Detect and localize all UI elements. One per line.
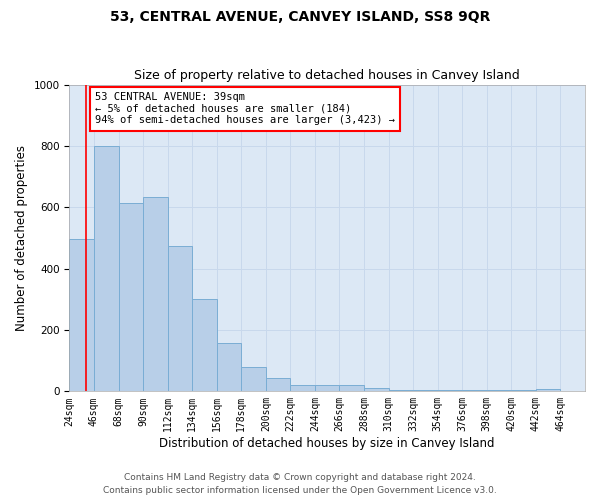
Bar [389, 390, 413, 392]
Bar [217, 343, 241, 392]
Bar [340, 385, 364, 392]
Bar [536, 389, 560, 392]
Bar [413, 390, 437, 392]
Text: 53, CENTRAL AVENUE, CANVEY ISLAND, SS8 9QR: 53, CENTRAL AVENUE, CANVEY ISLAND, SS8 9… [110, 10, 490, 24]
Bar [119, 202, 143, 392]
Bar [290, 384, 315, 392]
Bar [487, 390, 511, 392]
Bar [437, 390, 462, 392]
Bar [462, 390, 487, 392]
Text: Contains HM Land Registry data © Crown copyright and database right 2024.
Contai: Contains HM Land Registry data © Crown c… [103, 474, 497, 495]
Bar [167, 246, 192, 392]
Bar [192, 298, 217, 392]
Bar [315, 385, 340, 392]
Bar [70, 240, 94, 392]
Bar [266, 378, 290, 392]
Bar [94, 146, 119, 392]
Bar [364, 388, 389, 392]
Bar [511, 390, 536, 392]
X-axis label: Distribution of detached houses by size in Canvey Island: Distribution of detached houses by size … [160, 437, 495, 450]
Bar [143, 196, 167, 392]
Title: Size of property relative to detached houses in Canvey Island: Size of property relative to detached ho… [134, 69, 520, 82]
Text: 53 CENTRAL AVENUE: 39sqm
← 5% of detached houses are smaller (184)
94% of semi-d: 53 CENTRAL AVENUE: 39sqm ← 5% of detache… [95, 92, 395, 126]
Y-axis label: Number of detached properties: Number of detached properties [15, 145, 28, 331]
Bar [241, 368, 266, 392]
